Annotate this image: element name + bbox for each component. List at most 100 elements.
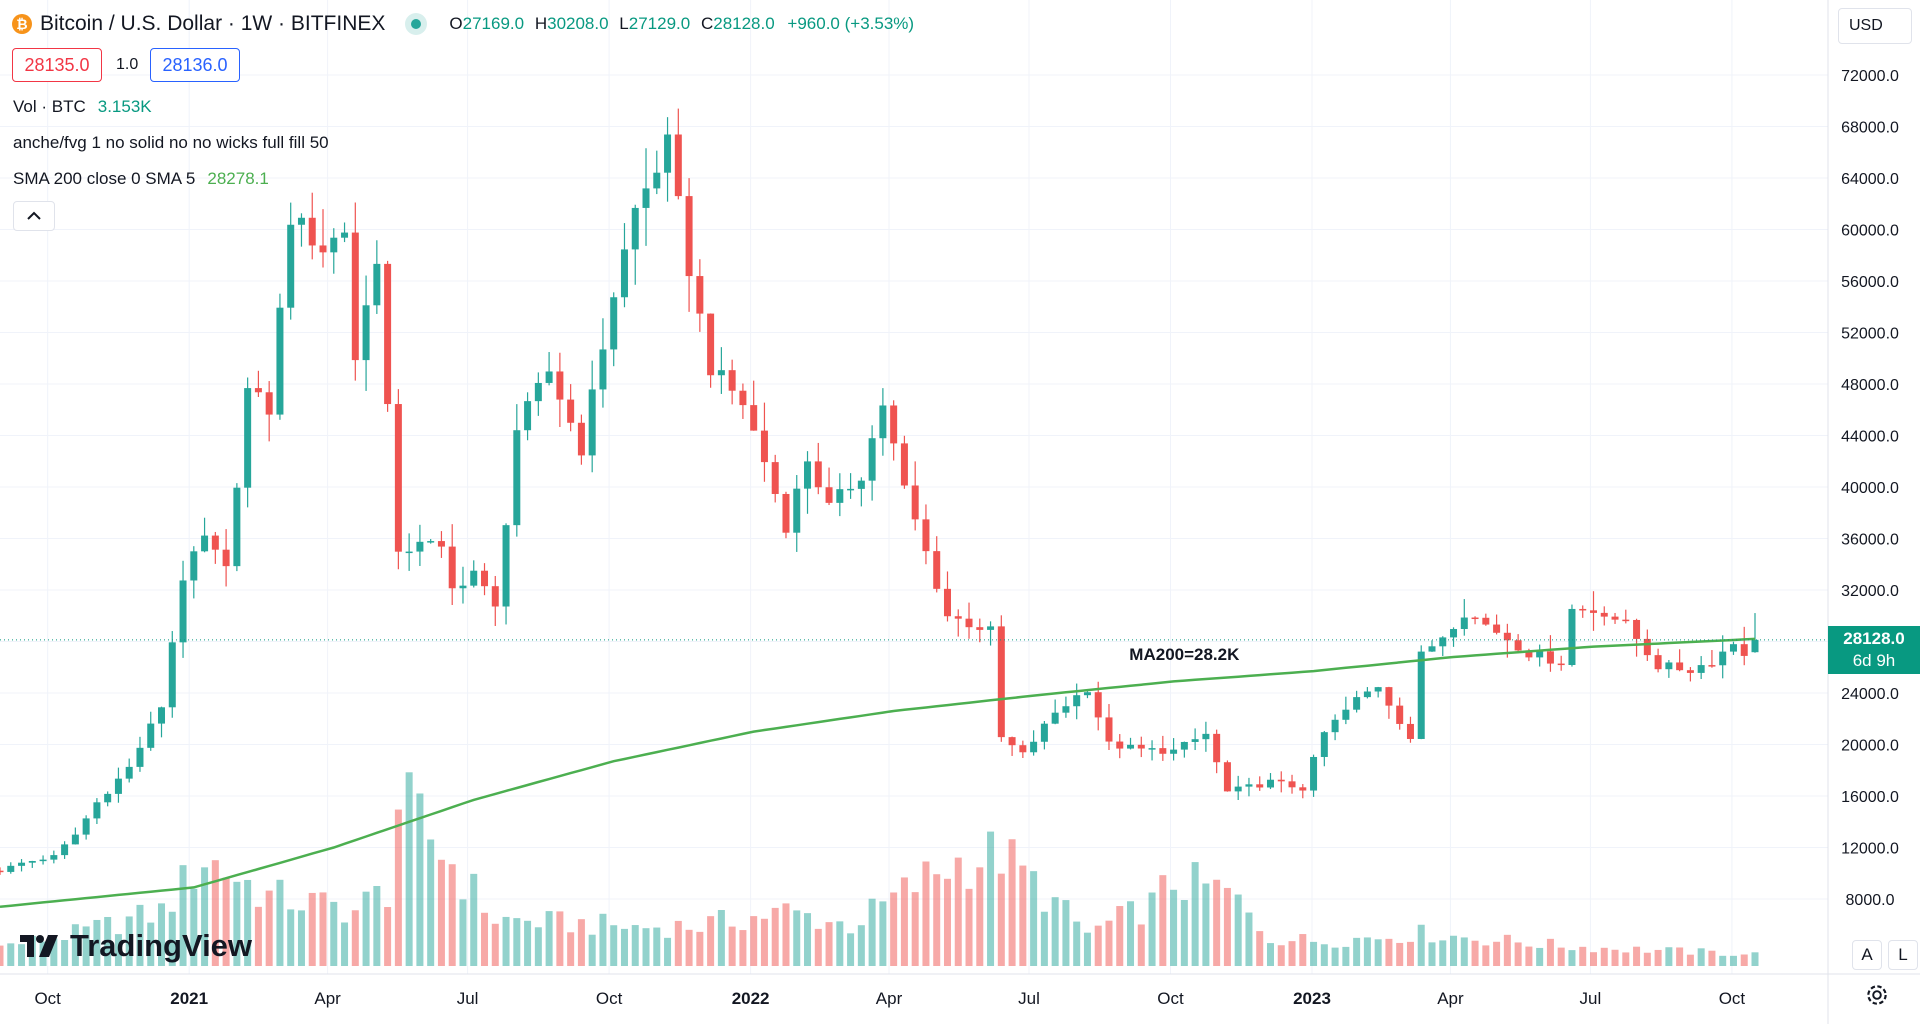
candle-body bbox=[93, 802, 101, 819]
volume-bar bbox=[1008, 839, 1016, 966]
candle-body bbox=[868, 438, 876, 481]
volume-bar bbox=[1751, 952, 1759, 966]
candle-body bbox=[1471, 617, 1479, 620]
volume-bar bbox=[1299, 934, 1307, 966]
candle-body bbox=[545, 371, 553, 383]
volume-bar bbox=[610, 925, 618, 966]
volume-bar bbox=[750, 916, 758, 966]
candle-body bbox=[1719, 651, 1727, 666]
candle-body bbox=[1234, 786, 1242, 792]
candle-body bbox=[1622, 619, 1630, 622]
volume-bar bbox=[1385, 938, 1393, 966]
candle-body bbox=[1180, 741, 1188, 750]
sell-price-button[interactable]: 28135.0 bbox=[12, 48, 102, 82]
volume-bar bbox=[201, 867, 209, 966]
sma-legend[interactable]: SMA 200 close 0 SMA 5 28278.1 bbox=[13, 169, 269, 188]
candle-body bbox=[1557, 663, 1565, 666]
candle-body bbox=[1406, 723, 1414, 739]
candle-series bbox=[0, 108, 1759, 875]
volume-bar bbox=[1170, 889, 1178, 966]
volume-bar bbox=[0, 945, 4, 966]
candle-body bbox=[1751, 639, 1759, 653]
collapse-legend-button[interactable] bbox=[13, 201, 55, 231]
currency-select[interactable]: USD bbox=[1838, 8, 1912, 44]
candle-body bbox=[1310, 756, 1318, 791]
tradingview-logo-icon bbox=[20, 935, 58, 957]
volume-bar bbox=[405, 772, 413, 966]
candle-body bbox=[922, 519, 930, 552]
candle-body bbox=[620, 249, 628, 298]
candle-body bbox=[179, 580, 187, 643]
candle-body bbox=[760, 430, 768, 463]
ma200-line bbox=[0, 637, 1756, 908]
volume-bar bbox=[793, 910, 801, 966]
log-scale-button[interactable]: L bbox=[1888, 940, 1918, 970]
fvg-legend[interactable]: anche/fvg 1 no solid no no wicks full fi… bbox=[13, 133, 329, 152]
candle-body bbox=[405, 551, 413, 554]
candle-body bbox=[599, 349, 607, 390]
volume-bar bbox=[158, 903, 166, 966]
candle-body bbox=[1396, 705, 1404, 724]
volume-bar bbox=[470, 873, 478, 966]
volume-bar bbox=[1654, 949, 1662, 966]
buy-price-button[interactable]: 28136.0 bbox=[150, 48, 240, 82]
volume-bar bbox=[233, 881, 241, 966]
candle-body bbox=[1708, 665, 1716, 667]
candle-body bbox=[244, 388, 252, 488]
volume-bar bbox=[1159, 875, 1167, 966]
volume-bar bbox=[1450, 935, 1458, 966]
volume-bar bbox=[1525, 946, 1533, 966]
gear-icon[interactable] bbox=[1864, 982, 1890, 1008]
candle-body bbox=[168, 642, 176, 708]
candle-body bbox=[1342, 709, 1350, 720]
time-axis[interactable]: Oct 2021 Apr Jul Oct 2022 Apr Jul Oct 2023 Apr Jul O… bbox=[34, 989, 1745, 1008]
price-tick-label: 48000.0 bbox=[1841, 377, 1899, 394]
volume-bar bbox=[18, 944, 26, 966]
volume-bar bbox=[1633, 946, 1641, 966]
volume-bar bbox=[1428, 942, 1436, 966]
candle-body bbox=[1320, 732, 1328, 757]
time-tick-label: Apr bbox=[876, 989, 903, 1008]
volume-bar bbox=[577, 919, 585, 966]
candle-body bbox=[739, 390, 747, 406]
candle-body bbox=[211, 535, 219, 550]
candle-body bbox=[1073, 695, 1081, 707]
volume-bar bbox=[1363, 937, 1371, 966]
candle-body bbox=[147, 723, 155, 748]
volume-bar bbox=[1729, 955, 1737, 966]
volume-bar bbox=[1514, 942, 1522, 966]
candle-body bbox=[265, 392, 273, 415]
candle-body bbox=[1697, 665, 1705, 673]
volume-bar bbox=[481, 912, 489, 966]
candle-body bbox=[900, 443, 908, 486]
candle-body bbox=[1686, 670, 1694, 673]
volume-bar bbox=[168, 911, 176, 966]
volume-bar bbox=[707, 916, 715, 966]
candle-body bbox=[437, 541, 445, 547]
symbol-title[interactable]: Bitcoin / U.S. Dollar · 1W · BITFINEX bbox=[40, 12, 386, 35]
volume-bar bbox=[1180, 900, 1188, 966]
candle-body bbox=[1331, 719, 1339, 733]
volume-bar bbox=[1493, 941, 1501, 966]
volume-bar bbox=[190, 888, 198, 966]
volume-legend[interactable]: Vol · BTC 3.153K bbox=[13, 97, 152, 116]
volume-bar bbox=[965, 888, 973, 966]
volume-bar bbox=[114, 934, 122, 966]
candle-body bbox=[1245, 784, 1253, 787]
price-tick-label: 44000.0 bbox=[1841, 429, 1899, 446]
volume-bar bbox=[394, 809, 402, 966]
candle-body bbox=[782, 493, 790, 533]
auto-scale-button[interactable]: A bbox=[1852, 940, 1882, 970]
price-tick-label: 12000.0 bbox=[1841, 841, 1899, 858]
candle-body bbox=[1094, 692, 1102, 718]
volume-bar bbox=[836, 921, 844, 966]
volume-bar bbox=[588, 934, 596, 966]
candle-body bbox=[750, 405, 758, 431]
candle-body bbox=[7, 865, 15, 872]
candle-body bbox=[793, 488, 801, 533]
time-tick-label: 2023 bbox=[1293, 989, 1331, 1008]
price-tick-label: 8000.0 bbox=[1846, 892, 1895, 909]
volume-bar bbox=[1417, 924, 1425, 966]
candle-body bbox=[685, 196, 693, 277]
